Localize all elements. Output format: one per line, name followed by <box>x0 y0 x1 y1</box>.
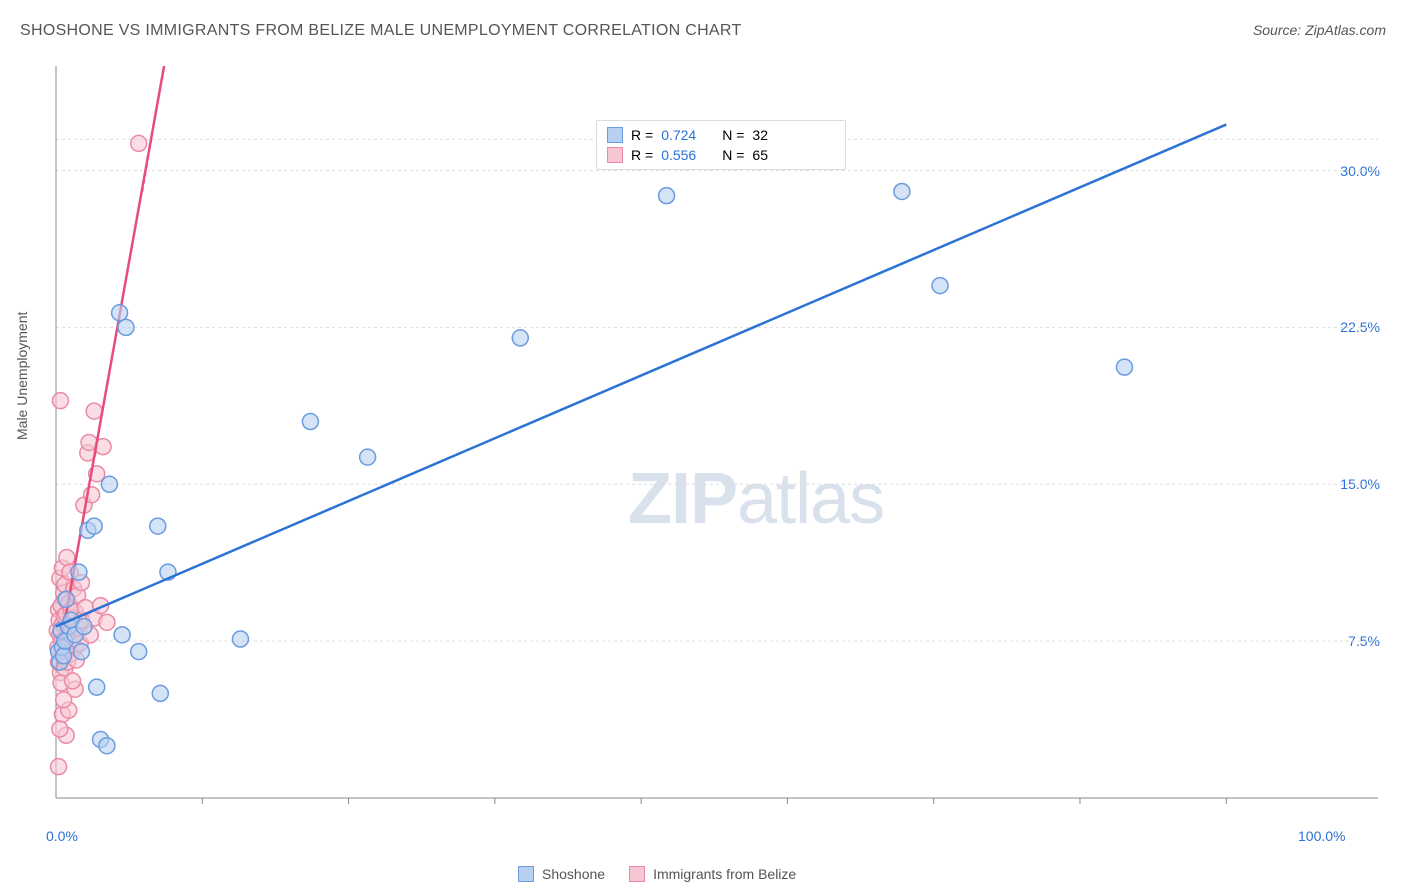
y-axis-label: Male Unemployment <box>14 312 30 440</box>
legend-row-belize: R = 0.556 N = 65 <box>607 145 835 165</box>
swatch-shoshone-bottom <box>518 866 534 882</box>
legend-row-shoshone: R = 0.724 N = 32 <box>607 125 835 145</box>
plot-area: R = 0.724 N = 32 R = 0.556 N = 65 ZIPatl… <box>48 58 1388 838</box>
n-label: N = <box>722 147 744 163</box>
chart-title: SHOSHONE VS IMMIGRANTS FROM BELIZE MALE … <box>20 22 742 40</box>
swatch-belize <box>607 147 623 163</box>
swatch-shoshone <box>607 127 623 143</box>
series-legend: Shoshone Immigrants from Belize <box>518 866 796 882</box>
r-value-belize: 0.556 <box>661 147 696 163</box>
legend-label-shoshone: Shoshone <box>542 866 605 882</box>
r-value-shoshone: 0.724 <box>661 127 696 143</box>
r-label: R = <box>631 127 653 143</box>
n-label: N = <box>722 127 744 143</box>
legend-label-belize: Immigrants from Belize <box>653 866 796 882</box>
chart-svg <box>48 58 1388 838</box>
legend-item-shoshone: Shoshone <box>518 866 605 882</box>
swatch-belize-bottom <box>629 866 645 882</box>
legend-item-belize: Immigrants from Belize <box>629 866 796 882</box>
source-label: Source: ZipAtlas.com <box>1253 22 1386 38</box>
n-value-shoshone: 32 <box>752 127 768 143</box>
correlation-legend: R = 0.724 N = 32 R = 0.556 N = 65 <box>596 120 846 170</box>
n-value-belize: 65 <box>752 147 768 163</box>
r-label: R = <box>631 147 653 163</box>
